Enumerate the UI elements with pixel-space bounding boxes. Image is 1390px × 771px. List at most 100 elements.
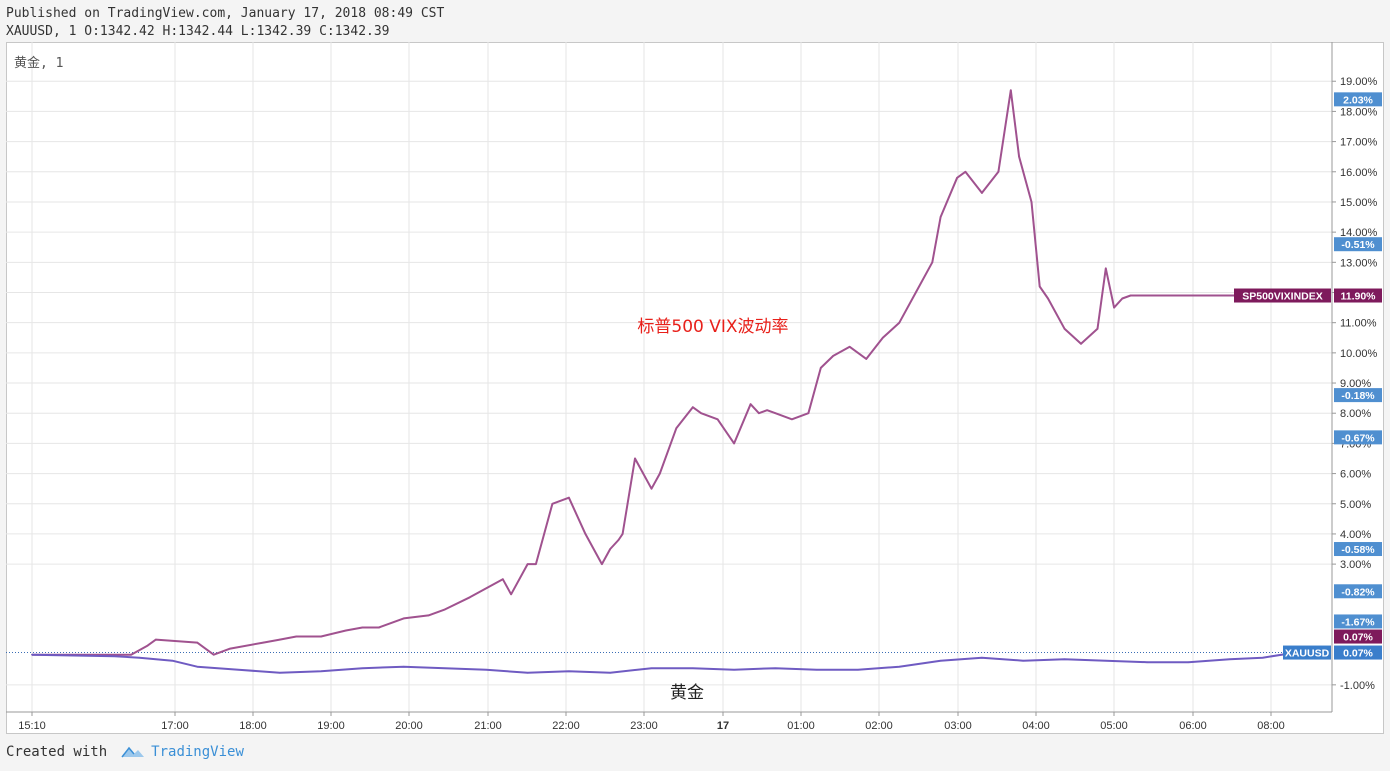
data-point-xauusd[interactable] <box>526 671 529 674</box>
data-point-xauusd[interactable] <box>1187 661 1190 664</box>
chart-canvas[interactable]: 15:10 17:00 18:00 19:00 20:00 21:00 22:00 23:00… <box>6 42 1384 734</box>
data-point-xauusd[interactable] <box>1105 659 1107 662</box>
data-point-sp500vixindex[interactable] <box>551 502 554 505</box>
data-point-sp500vixindex[interactable] <box>807 412 810 415</box>
data-point-sp500vixindex[interactable] <box>155 638 157 641</box>
tradingview-logo-icon[interactable] <box>121 745 145 759</box>
data-point-sp500vixindex[interactable] <box>502 578 504 581</box>
data-point-xauusd[interactable] <box>196 665 198 668</box>
data-point-sp500vixindex[interactable] <box>1010 89 1012 92</box>
data-point-xauusd[interactable] <box>361 667 364 670</box>
data-point-xauusd[interactable] <box>981 656 983 659</box>
data-point-sp500vixindex[interactable] <box>1030 201 1033 203</box>
data-point-sp500vixindex[interactable] <box>820 367 822 369</box>
data-point-sp500vixindex[interactable] <box>1047 297 1049 300</box>
data-point-xauusd[interactable] <box>31 653 33 656</box>
data-point-xauusd[interactable] <box>609 671 611 674</box>
data-point-sp500vixindex[interactable] <box>320 635 322 638</box>
data-point-sp500vixindex[interactable] <box>997 170 1000 173</box>
data-point-xauusd[interactable] <box>237 668 240 671</box>
data-point-xauusd[interactable] <box>857 668 859 671</box>
data-point-sp500vixindex[interactable] <box>444 608 446 611</box>
data-point-xauusd[interactable] <box>692 667 694 670</box>
data-point-sp500vixindex[interactable] <box>262 641 265 644</box>
data-point-sp500vixindex[interactable] <box>229 647 232 650</box>
data-point-sp500vixindex[interactable] <box>601 563 603 565</box>
data-point-xauusd[interactable] <box>1146 661 1148 664</box>
data-point-sp500vixindex[interactable] <box>634 457 636 460</box>
data-point-sp500vixindex[interactable] <box>345 629 347 632</box>
data-point-sp500vixindex[interactable] <box>898 321 901 324</box>
tradingview-brand-link[interactable]: TradingView <box>151 744 244 760</box>
data-point-sp500vixindex[interactable] <box>609 548 611 550</box>
data-point-xauusd[interactable] <box>1261 656 1264 659</box>
data-point-sp500vixindex[interactable] <box>1038 285 1041 288</box>
data-point-sp500vixindex[interactable] <box>650 487 653 490</box>
data-point-xauusd[interactable] <box>939 659 942 662</box>
data-point-sp500vixindex[interactable] <box>196 641 198 644</box>
data-point-xauusd[interactable] <box>1228 658 1231 660</box>
data-point-sp500vixindex[interactable] <box>468 596 471 599</box>
data-point-sp500vixindex[interactable] <box>832 355 835 357</box>
data-point-sp500vixindex[interactable] <box>295 635 298 638</box>
data-point-sp500vixindex[interactable] <box>1121 297 1124 300</box>
data-point-sp500vixindex[interactable] <box>675 427 678 430</box>
data-point-sp500vixindex[interactable] <box>865 358 868 360</box>
data-point-xauusd[interactable] <box>138 656 141 659</box>
data-point-sp500vixindex[interactable] <box>526 563 529 565</box>
data-point-sp500vixindex[interactable] <box>931 261 934 264</box>
data-point-sp500vixindex[interactable] <box>791 418 793 421</box>
data-point-sp500vixindex[interactable] <box>774 412 777 415</box>
data-point-sp500vixindex[interactable] <box>716 418 719 421</box>
data-point-sp500vixindex[interactable] <box>915 291 917 294</box>
data-point-xauusd[interactable] <box>171 659 174 662</box>
data-point-sp500vixindex[interactable] <box>146 644 149 647</box>
series-line-sp500vixindex[interactable] <box>32 89 1296 656</box>
data-point-sp500vixindex[interactable] <box>378 626 380 629</box>
data-point-xauusd[interactable] <box>1063 658 1066 660</box>
data-point-xauusd[interactable] <box>815 668 818 671</box>
data-point-sp500vixindex[interactable] <box>510 593 512 596</box>
data-point-sp500vixindex[interactable] <box>584 533 587 535</box>
data-point-xauusd[interactable] <box>774 667 777 670</box>
data-point-sp500vixindex[interactable] <box>1080 343 1082 345</box>
data-point-xauusd[interactable] <box>650 667 653 670</box>
data-point-xauusd[interactable] <box>402 665 405 668</box>
data-point-sp500vixindex[interactable] <box>956 177 958 179</box>
data-point-sp500vixindex[interactable] <box>427 614 430 617</box>
data-point-xauusd[interactable] <box>733 668 735 671</box>
data-point-sp500vixindex[interactable] <box>568 496 570 499</box>
data-point-xauusd[interactable] <box>444 667 446 670</box>
data-point-sp500vixindex[interactable] <box>279 638 281 641</box>
data-point-sp500vixindex[interactable] <box>733 442 735 445</box>
data-point-sp500vixindex[interactable] <box>130 653 132 656</box>
series-line-xauusd[interactable] <box>31 651 1296 674</box>
data-point-sp500vixindex[interactable] <box>766 409 768 411</box>
data-point-xauusd[interactable] <box>898 665 901 668</box>
data-point-sp500vixindex[interactable] <box>1113 306 1115 309</box>
data-point-sp500vixindex[interactable] <box>1105 267 1107 270</box>
data-point-sp500vixindex[interactable] <box>361 626 364 629</box>
data-point-sp500vixindex[interactable] <box>758 412 760 415</box>
data-point-sp500vixindex[interactable] <box>881 336 884 339</box>
data-point-xauusd[interactable] <box>320 670 322 673</box>
data-point-sp500vixindex[interactable] <box>1096 327 1099 330</box>
data-point-sp500vixindex[interactable] <box>658 472 661 475</box>
data-point-sp500vixindex[interactable] <box>621 533 624 535</box>
data-point-sp500vixindex[interactable] <box>981 192 983 194</box>
data-point-xauusd[interactable] <box>113 655 116 657</box>
data-point-sp500vixindex[interactable] <box>1018 155 1020 158</box>
data-point-sp500vixindex[interactable] <box>535 563 537 565</box>
data-point-xauusd[interactable] <box>1022 659 1024 662</box>
data-point-sp500vixindex[interactable] <box>617 539 620 541</box>
data-point-xauusd[interactable] <box>568 670 570 673</box>
data-point-sp500vixindex[interactable] <box>964 170 967 173</box>
data-point-sp500vixindex[interactable] <box>749 403 752 405</box>
data-point-sp500vixindex[interactable] <box>700 412 702 415</box>
data-point-sp500vixindex[interactable] <box>1129 294 1132 297</box>
data-point-sp500vixindex[interactable] <box>848 346 851 348</box>
data-point-sp500vixindex[interactable] <box>1063 327 1066 330</box>
data-point-sp500vixindex[interactable] <box>939 216 942 218</box>
data-point-sp500vixindex[interactable] <box>692 406 694 408</box>
data-point-sp500vixindex[interactable] <box>212 653 215 656</box>
